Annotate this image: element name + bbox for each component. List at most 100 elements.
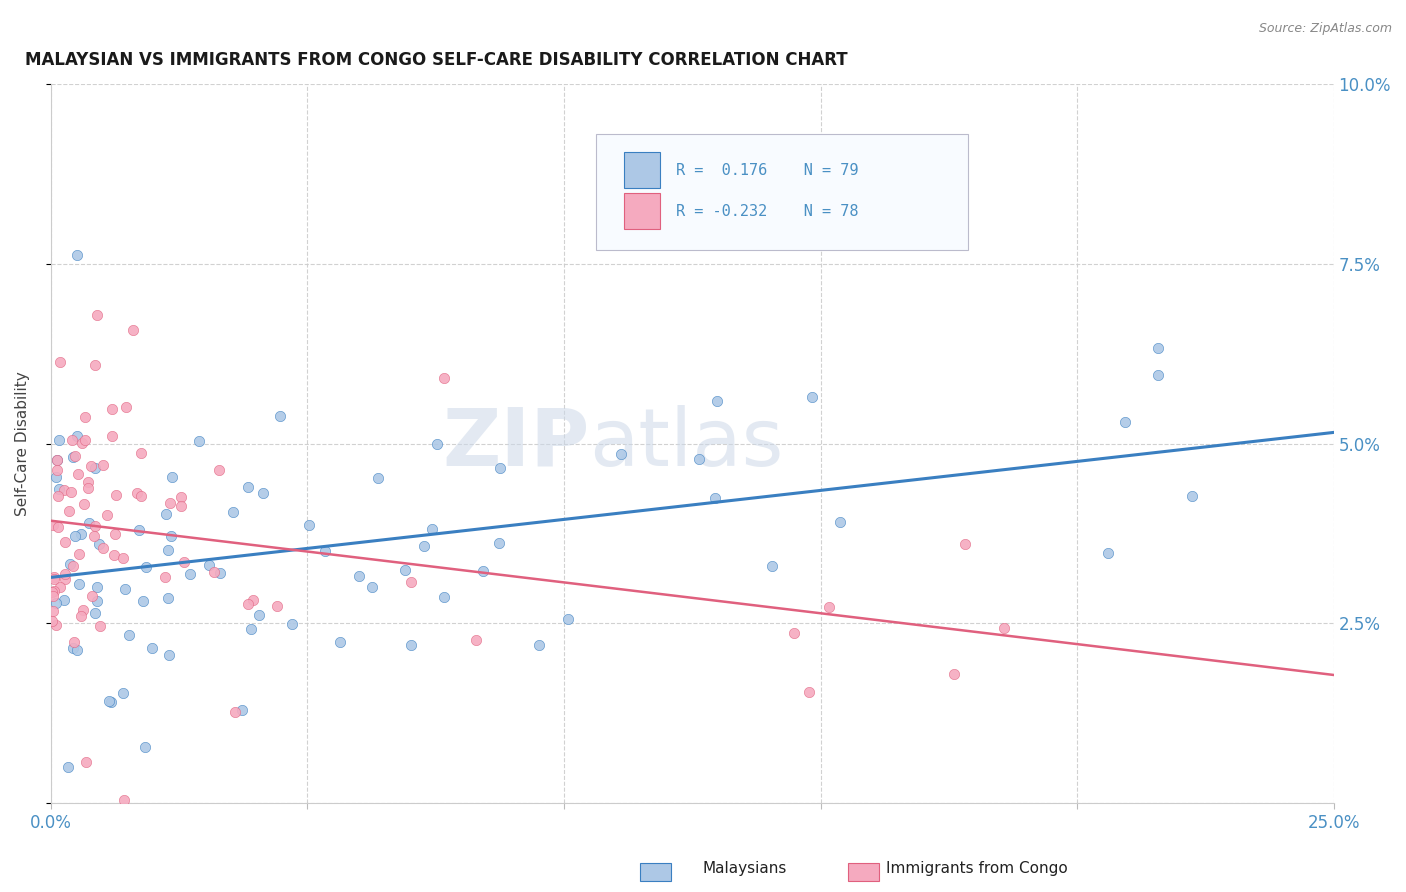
- Point: [70, 436, 93, 450]
- Point: [45, 452, 67, 467]
- Point: [53, 534, 76, 549]
- Point: [91, 541, 114, 556]
- Point: [173, 555, 195, 569]
- Point: [118, 628, 141, 642]
- Point: [420, 522, 443, 536]
- Point: [45, 617, 67, 632]
- Point: [58, 504, 80, 518]
- Point: [62, 559, 84, 574]
- Point: [62, 450, 84, 464]
- Point: [128, 523, 150, 537]
- Point: [1097, 546, 1119, 560]
- Point: [46, 462, 69, 476]
- Point: [472, 564, 495, 578]
- FancyBboxPatch shape: [624, 153, 661, 188]
- Point: [464, 633, 486, 648]
- Point: [72, 602, 94, 616]
- Point: [828, 515, 851, 529]
- Point: [160, 469, 183, 483]
- Point: [197, 558, 219, 572]
- Point: [46, 489, 69, 503]
- Point: [73, 410, 96, 425]
- Point: [42, 604, 65, 618]
- Point: [179, 566, 201, 581]
- Point: [224, 705, 246, 719]
- Point: [91, 458, 114, 472]
- Point: [426, 436, 449, 450]
- Point: [688, 452, 710, 467]
- Point: [83, 529, 105, 543]
- Point: [159, 529, 181, 543]
- Point: [204, 566, 226, 580]
- Point: [280, 617, 302, 632]
- Point: [208, 463, 231, 477]
- Point: [187, 434, 209, 448]
- Point: [112, 686, 135, 700]
- Point: [103, 549, 125, 563]
- Point: [955, 537, 977, 551]
- Point: [367, 470, 389, 484]
- Point: [80, 458, 103, 473]
- Point: [59, 557, 82, 571]
- Point: [53, 483, 76, 497]
- Point: [1114, 415, 1136, 429]
- Point: [801, 390, 824, 404]
- Point: [706, 394, 728, 409]
- Point: [66, 642, 89, 657]
- Point: [66, 467, 89, 482]
- Point: [156, 591, 179, 605]
- Point: [1181, 489, 1204, 503]
- Point: [60, 485, 83, 500]
- Point: [98, 694, 121, 708]
- Point: [84, 461, 107, 475]
- Point: [62, 640, 84, 655]
- Point: [129, 446, 152, 460]
- Point: [433, 371, 456, 385]
- Point: [84, 358, 107, 372]
- Point: [252, 485, 274, 500]
- Point: [1146, 341, 1168, 355]
- Point: [56, 760, 79, 774]
- Text: R = -0.232    N = 78: R = -0.232 N = 78: [675, 204, 858, 219]
- Y-axis label: Self-Care Disability: Self-Care Disability: [15, 371, 30, 516]
- Point: [132, 593, 155, 607]
- Point: [46, 520, 69, 534]
- Point: [49, 355, 72, 369]
- Point: [65, 247, 87, 261]
- Point: [60, 434, 83, 448]
- Text: R =  0.176    N = 79: R = 0.176 N = 79: [675, 163, 858, 178]
- Point: [239, 622, 262, 636]
- Point: [114, 582, 136, 596]
- Point: [208, 566, 231, 581]
- Point: [63, 635, 86, 649]
- Point: [121, 323, 143, 337]
- Point: [298, 517, 321, 532]
- Point: [84, 606, 107, 620]
- Point: [89, 618, 111, 632]
- Point: [53, 573, 76, 587]
- Point: [67, 577, 90, 591]
- Point: [155, 507, 177, 521]
- Point: [77, 481, 100, 495]
- Point: [156, 543, 179, 558]
- Point: [399, 575, 422, 590]
- Point: [75, 756, 97, 770]
- Text: Immigrants from Congo: Immigrants from Congo: [886, 861, 1067, 876]
- Point: [66, 429, 89, 443]
- Point: [114, 400, 136, 414]
- Point: [704, 491, 727, 505]
- Point: [527, 638, 550, 652]
- Point: [41, 614, 63, 628]
- Point: [67, 547, 90, 561]
- Text: Malaysians: Malaysians: [703, 861, 787, 876]
- Point: [557, 612, 579, 626]
- Point: [247, 608, 270, 623]
- Point: [42, 517, 65, 532]
- Point: [236, 480, 259, 494]
- Point: [153, 570, 176, 584]
- Point: [77, 475, 100, 490]
- Point: [112, 551, 135, 566]
- Point: [799, 685, 821, 699]
- Point: [169, 490, 191, 504]
- Point: [53, 567, 76, 582]
